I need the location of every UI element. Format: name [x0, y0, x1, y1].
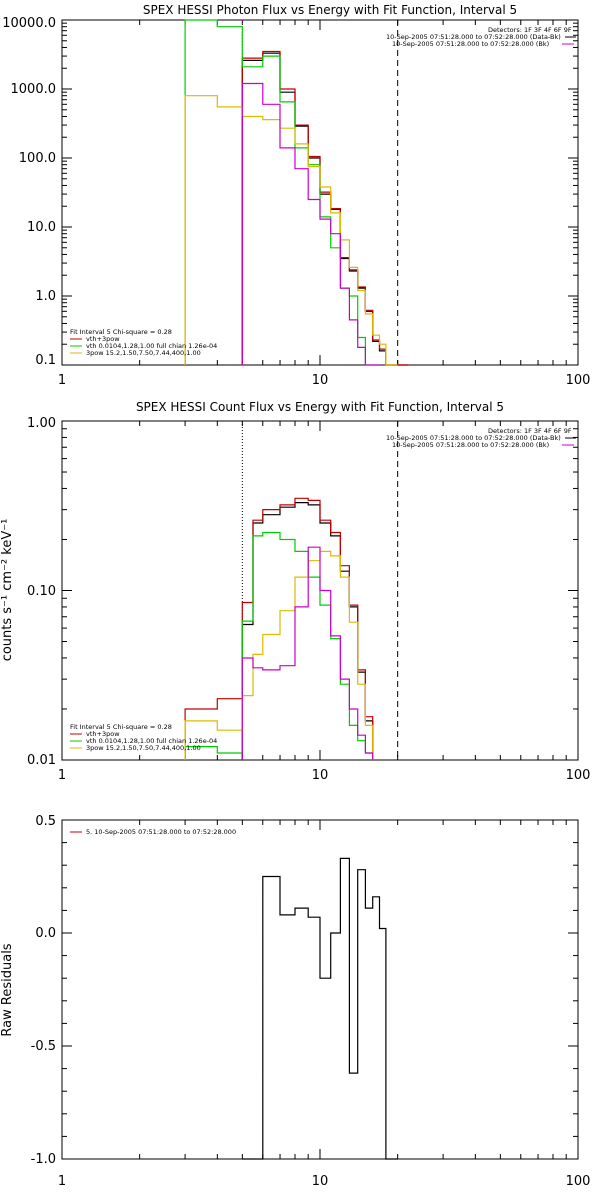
legend-label: vth 0.0104,1.28,1.00 full chian 1.26e-04 — [86, 737, 217, 745]
photon-flux-panel: SPEX HESSI Photon Flux vs Energy with Fi… — [2, 3, 590, 388]
legend-label: 3pow 15.2,1.50,7.50,7.44,400,1.00 — [86, 744, 201, 752]
x-tick-label: 1 — [58, 1174, 66, 1189]
x-tick-label: 100 — [566, 1174, 591, 1189]
total-series — [241, 50, 409, 366]
axis-ticks — [61, 819, 579, 1160]
x-tick-label: 1 — [58, 373, 66, 388]
count-flux-panel: SPEX HESSI Count Flux vs Energy with Fit… — [0, 400, 590, 783]
legend-title: Fit Interval 5 Chi-square = 0.28 — [70, 328, 172, 336]
x-tick-label: 100 — [566, 373, 591, 388]
x-tick-label: 1 — [58, 768, 66, 783]
y-tick-label: 0.0 — [35, 926, 56, 941]
data-interval-label: 10-Sep-2005 07:51:28.000 to 07:52:28.000… — [386, 33, 561, 41]
y-tick-label: 0.10 — [27, 584, 56, 599]
background-series — [241, 546, 374, 760]
y-axis-label: Raw Residuals — [0, 943, 15, 1036]
chart-title: SPEX HESSI Count Flux vs Energy with Fit… — [136, 400, 504, 414]
y-tick-label: 0.01 — [27, 753, 56, 768]
series-group — [242, 857, 398, 1160]
x-tick-label: 10 — [312, 768, 329, 783]
thermal-series — [184, 19, 380, 366]
background-series — [241, 82, 380, 366]
y-tick-label: -0.5 — [31, 1039, 56, 1054]
background-interval-label: 10-Sep-2005 07:51:28.000 to 07:52:28.000… — [392, 40, 549, 48]
legend-title: Fit Interval 5 Chi-square = 0.28 — [70, 723, 172, 731]
thermal-series — [184, 531, 374, 760]
power-series — [184, 95, 398, 366]
data-series — [241, 502, 374, 760]
series-group — [184, 497, 374, 760]
plot-frame — [61, 819, 579, 1160]
series-group — [184, 19, 409, 366]
y-axis-label: counts s⁻¹ cm⁻² keV⁻¹ — [0, 519, 15, 662]
legend-label: vth+3pow — [86, 335, 120, 343]
y-tick-label: 10000.0 — [2, 16, 56, 31]
x-tick-label: 100 — [566, 768, 591, 783]
data-interval-label: 10-Sep-2005 07:51:28.000 to 07:52:28.000… — [386, 434, 561, 442]
residuals-series — [242, 857, 398, 1160]
x-tick-label: 10 — [312, 1174, 329, 1189]
legend-label: vth 0.0104,1.28,1.00 full chian 1.26e-04 — [86, 342, 217, 350]
total-series — [184, 497, 374, 760]
residuals-panel: 5. 10-Sep-2005 07:51:28.000 to 07:52:28.… — [0, 814, 590, 1189]
y-tick-label: 100.0 — [19, 151, 56, 166]
detectors-label: Detectors: 1F 3F 4F 6F 9F — [488, 26, 572, 34]
y-tick-label: 1000.0 — [11, 82, 57, 97]
x-tick-label: 10 — [312, 373, 329, 388]
legend-label: 3pow 15.2,1.50,7.50,7.44,400,1.00 — [86, 349, 201, 357]
y-tick-label: 0.5 — [35, 814, 56, 829]
data-series — [241, 52, 409, 366]
y-tick-label: 10.0 — [27, 220, 56, 235]
background-interval-label: 10-Sep-2005 07:51:28.000 to 07:52:28.000… — [392, 441, 549, 449]
y-tick-label: -1.0 — [31, 1152, 56, 1167]
detectors-label: Detectors: 1F 3F 4F 6F 9F — [488, 427, 572, 435]
legend-label: vth+3pow — [86, 730, 120, 738]
y-tick-label: 1.0 — [35, 289, 56, 304]
interval-label: 5. 10-Sep-2005 07:51:28.000 to 07:52:28.… — [86, 828, 236, 836]
chart-title: SPEX HESSI Photon Flux vs Energy with Fi… — [143, 3, 517, 17]
power-series — [184, 550, 374, 760]
y-tick-label: 0.1 — [35, 353, 56, 368]
y-tick-label: 1.00 — [27, 416, 56, 431]
